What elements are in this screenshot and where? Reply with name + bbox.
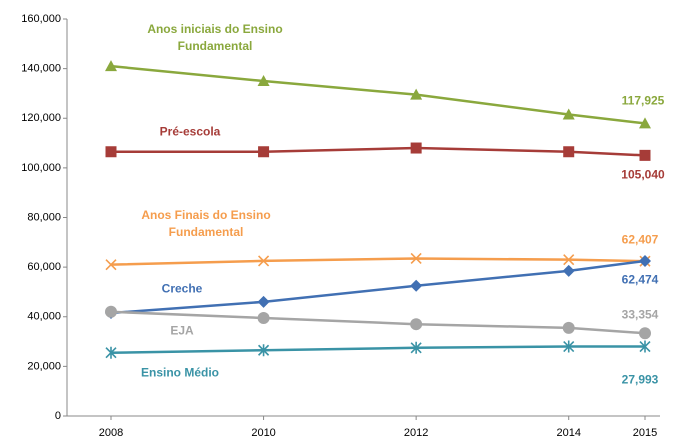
y-tick-label: 60,000 bbox=[27, 261, 61, 273]
x-tick-label: 2008 bbox=[99, 427, 123, 439]
value-label: 117,925 bbox=[621, 93, 665, 108]
marker bbox=[563, 340, 575, 353]
marker bbox=[105, 60, 117, 72]
marker bbox=[639, 117, 651, 129]
marker bbox=[562, 108, 575, 120]
marker bbox=[410, 252, 422, 265]
y-tick-label: 0 bbox=[55, 410, 61, 422]
x-tick-label: 2010 bbox=[251, 427, 275, 439]
series-label: Creche bbox=[161, 281, 203, 296]
marker bbox=[410, 88, 423, 100]
x-tick-label: 2012 bbox=[404, 427, 428, 439]
series-label: Ensino Médio bbox=[141, 365, 219, 380]
marker bbox=[639, 254, 651, 267]
marker bbox=[105, 259, 117, 271]
y-tick-label: 160,000 bbox=[21, 13, 61, 25]
marker bbox=[105, 305, 117, 318]
marker bbox=[258, 255, 270, 267]
marker bbox=[563, 254, 575, 266]
value-label: 33,354 bbox=[621, 307, 659, 322]
marker bbox=[410, 279, 423, 292]
marker bbox=[639, 327, 651, 340]
marker bbox=[258, 344, 270, 357]
value-label: 105,040 bbox=[621, 167, 665, 182]
y-tick-label: 80,000 bbox=[27, 211, 61, 223]
marker bbox=[257, 295, 270, 308]
series-label: Anos Finais do Ensino Fundamental bbox=[141, 208, 271, 239]
marker bbox=[105, 346, 117, 359]
marker bbox=[257, 75, 270, 87]
marker bbox=[258, 146, 270, 158]
y-tick-label: 140,000 bbox=[21, 63, 61, 75]
marker bbox=[410, 341, 422, 354]
y-tick-label: 120,000 bbox=[21, 112, 61, 124]
x-tick-label: 2015 bbox=[633, 427, 657, 439]
y-tick-label: 20,000 bbox=[27, 360, 61, 372]
value-label: 62,474 bbox=[621, 272, 659, 287]
marker bbox=[410, 142, 422, 154]
marker bbox=[257, 311, 270, 324]
marker bbox=[639, 340, 651, 353]
marker bbox=[105, 146, 117, 158]
marker bbox=[410, 318, 423, 331]
marker bbox=[563, 146, 575, 158]
marker bbox=[562, 321, 575, 334]
series-label: Anos iniciais do Ensino Fundamental bbox=[147, 22, 283, 53]
y-tick-label: 100,000 bbox=[21, 162, 61, 174]
value-label: 27,993 bbox=[621, 372, 659, 387]
series-line bbox=[110, 64, 646, 125]
y-tick-label: 40,000 bbox=[27, 311, 61, 323]
series-label: EJA bbox=[170, 323, 194, 338]
marker bbox=[562, 264, 575, 277]
x-tick-label: 2014 bbox=[556, 427, 580, 439]
marker bbox=[639, 149, 651, 161]
value-label: 62,407 bbox=[621, 232, 659, 247]
series-label: Pré-escola bbox=[159, 124, 221, 139]
